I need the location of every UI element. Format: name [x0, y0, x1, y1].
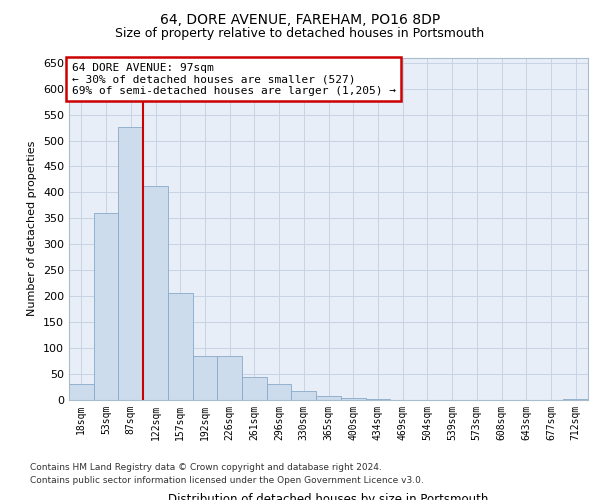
Bar: [217, 356, 242, 400]
Bar: [193, 356, 217, 400]
Bar: [341, 398, 365, 400]
X-axis label: Distribution of detached houses by size in Portsmouth: Distribution of detached houses by size …: [169, 493, 488, 500]
Bar: [69, 384, 94, 400]
Text: Contains HM Land Registry data © Crown copyright and database right 2024.: Contains HM Land Registry data © Crown c…: [30, 462, 382, 471]
Y-axis label: Number of detached properties: Number of detached properties: [28, 141, 37, 316]
Bar: [118, 126, 143, 400]
Bar: [292, 390, 316, 400]
Bar: [94, 213, 118, 400]
Bar: [267, 384, 292, 400]
Text: Contains public sector information licensed under the Open Government Licence v3: Contains public sector information licen…: [30, 476, 424, 485]
Text: 64 DORE AVENUE: 97sqm
← 30% of detached houses are smaller (527)
69% of semi-det: 64 DORE AVENUE: 97sqm ← 30% of detached …: [71, 62, 395, 96]
Bar: [168, 292, 193, 400]
Bar: [316, 396, 341, 400]
Text: Size of property relative to detached houses in Portsmouth: Size of property relative to detached ho…: [115, 28, 485, 40]
Text: 64, DORE AVENUE, FAREHAM, PO16 8DP: 64, DORE AVENUE, FAREHAM, PO16 8DP: [160, 12, 440, 26]
Bar: [242, 376, 267, 400]
Bar: [143, 186, 168, 400]
